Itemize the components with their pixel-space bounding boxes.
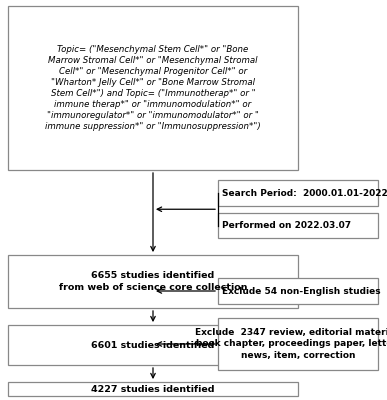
Bar (218, 318, 378, 370)
Text: Exclude 54 non-English studies: Exclude 54 non-English studies (222, 286, 381, 296)
Bar (218, 278, 378, 304)
Bar (8, 325, 298, 365)
Bar (8, 6, 298, 170)
Bar (218, 180, 378, 206)
Text: Exclude  2347 review, editorial material,
book chapter, proceedings paper, lette: Exclude 2347 review, editorial material,… (195, 328, 387, 360)
Text: Topic= ("Mesenchymal Stem Cell*" or "Bone
Marrow Stromal Cell*" or "Mesenchymal : Topic= ("Mesenchymal Stem Cell*" or "Bon… (45, 45, 261, 131)
Bar (8, 382, 298, 396)
Text: Search Period:  2000.01.01-2022.03.07: Search Period: 2000.01.01-2022.03.07 (222, 188, 387, 198)
Text: 4227 studies identified: 4227 studies identified (91, 384, 215, 394)
Text: 6655 studies identified
from web of science core collection: 6655 studies identified from web of scie… (59, 272, 247, 292)
Bar (218, 213, 378, 238)
Text: Performed on 2022.03.07: Performed on 2022.03.07 (222, 221, 351, 230)
Bar (8, 255, 298, 308)
Text: 6601 studies identified: 6601 studies identified (91, 340, 215, 350)
